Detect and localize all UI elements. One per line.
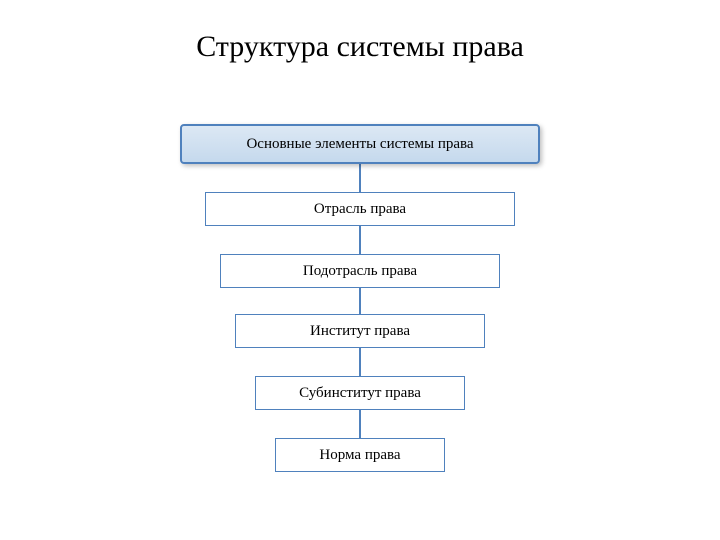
level-5-label: Норма права: [319, 447, 400, 464]
connector-3: [359, 348, 361, 376]
level-4-node: Субинститут права: [255, 376, 465, 410]
connector-0: [359, 164, 361, 192]
level-1-label: Отрасль права: [314, 201, 406, 218]
connector-1: [359, 226, 361, 254]
level-4-label: Субинститут права: [299, 385, 421, 402]
hierarchy-diagram: Основные элементы системы права Отрасль …: [0, 84, 720, 524]
page-title: Структура системы права: [0, 0, 720, 84]
level-5-node: Норма права: [275, 438, 445, 472]
level-2-node: Подотрасль права: [220, 254, 500, 288]
root-node-label: Основные элементы системы права: [246, 136, 473, 153]
root-node: Основные элементы системы права: [180, 124, 540, 164]
level-1-node: Отрасль права: [205, 192, 515, 226]
level-3-node: Институт права: [235, 314, 485, 348]
connector-4: [359, 410, 361, 438]
level-2-label: Подотрасль права: [303, 263, 417, 280]
level-3-label: Институт права: [310, 323, 410, 340]
connector-2: [359, 288, 361, 314]
